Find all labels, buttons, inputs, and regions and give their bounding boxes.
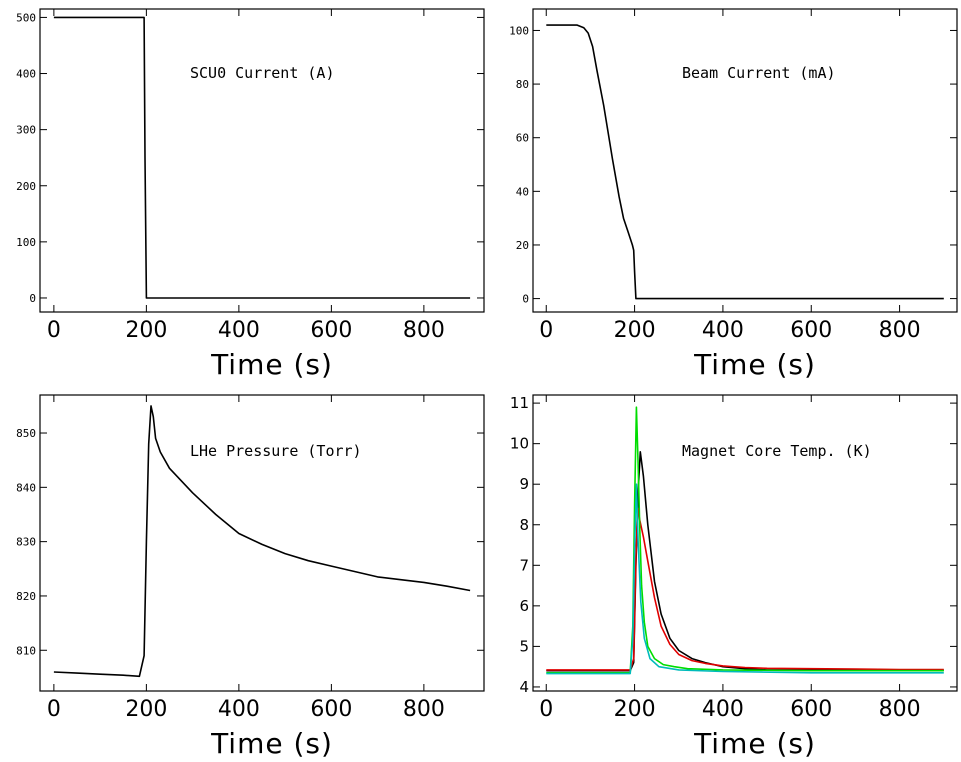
panel-scu0-current: SCU0 Current (A) Time (s) 0 200 400 600 8000…	[16, 8, 485, 381]
x-tick-label: 0	[47, 318, 61, 343]
x-tick-label: 200	[614, 697, 656, 722]
y-tick-label: 840	[16, 481, 36, 494]
x-tick-label: 200	[614, 318, 656, 343]
series-line-0	[546, 24, 944, 300]
y-tick-label: 6	[519, 597, 529, 615]
y-tick-label: 80	[516, 78, 529, 91]
series-group	[546, 406, 944, 675]
y-tick-label: 7	[519, 556, 529, 574]
x-axis-label: Time (s)	[693, 727, 816, 760]
series-group	[53, 16, 471, 299]
x-tick-label: 800	[879, 318, 921, 343]
y-tick-label: 820	[16, 590, 36, 603]
plot-frame	[39, 8, 485, 313]
x-axis-label: Time (s)	[210, 727, 333, 760]
x-tick-label: 400	[218, 318, 260, 343]
series-line-0	[53, 405, 471, 678]
y-tick-label: 4	[519, 678, 529, 696]
y-tick-label: 60	[516, 132, 529, 145]
tick-group: 0 200 400 600 800 4 5 6 7 8 9 10 11	[510, 394, 957, 722]
series-line-2	[546, 406, 944, 674]
x-tick-label: 400	[218, 697, 260, 722]
y-tick-label: 100	[509, 24, 529, 37]
y-tick-label: 8	[519, 516, 529, 534]
series-line-1	[546, 507, 944, 671]
x-tick-label: 0	[539, 318, 553, 343]
series-group	[53, 405, 471, 678]
plot-frame	[532, 8, 958, 313]
y-tick-label: 830	[16, 536, 36, 549]
series-line-3	[546, 483, 944, 675]
x-tick-label: 200	[125, 697, 167, 722]
x-tick-label: 0	[47, 697, 61, 722]
series-group	[546, 24, 944, 300]
series-line-0	[546, 450, 944, 672]
y-tick-label: 200	[16, 180, 36, 193]
y-tick-label: 400	[16, 68, 36, 81]
x-tick-label: 800	[403, 697, 445, 722]
x-tick-label: 600	[310, 697, 352, 722]
plot-title: SCU0 Current (A)	[190, 64, 335, 82]
plot-title: LHe Pressure (Torr)	[190, 442, 362, 460]
panel-beam-current: Beam Current (mA) Time (s) 0 200 400 600 800…	[509, 8, 958, 381]
y-tick-label: 810	[16, 644, 36, 657]
panel-magnet-core-temp: Magnet Core Temp. (K) Time (s) 0 200 400 60…	[510, 394, 958, 760]
x-axis-label: Time (s)	[210, 348, 333, 381]
x-tick-label: 600	[790, 697, 832, 722]
y-tick-label: 20	[516, 239, 529, 252]
x-tick-label: 800	[879, 697, 921, 722]
y-tick-label: 850	[16, 427, 36, 440]
y-tick-label: 0	[522, 293, 529, 306]
y-tick-label: 10	[510, 435, 529, 453]
series-line-0	[53, 16, 471, 299]
tick-group: 0 200 400 600 800 0 20 40 60 80 100	[509, 9, 957, 343]
x-tick-label: 0	[539, 697, 553, 722]
y-tick-label: 0	[29, 292, 36, 305]
y-tick-label: 9	[519, 475, 529, 493]
x-tick-label: 600	[790, 318, 832, 343]
y-tick-label: 40	[516, 185, 529, 198]
plot-frame	[39, 394, 485, 692]
y-tick-label: 300	[16, 124, 36, 137]
y-tick-label: 11	[510, 394, 529, 412]
x-tick-label: 800	[403, 318, 445, 343]
tick-group: 0 200 400 600 800 0 100 200 300 400 500	[16, 9, 484, 343]
x-tick-label: 400	[702, 697, 744, 722]
y-tick-label: 100	[16, 236, 36, 249]
y-tick-label: 500	[16, 11, 36, 24]
x-axis-label: Time (s)	[693, 348, 816, 381]
plot-title: Beam Current (mA)	[682, 64, 836, 82]
y-tick-label: 5	[519, 637, 529, 655]
tick-group: 0 200 400 600 800 810 820 830 840 850	[16, 395, 484, 722]
panel-lhe-pressure: LHe Pressure (Torr) Time (s) 0 200 400 600 8…	[16, 394, 485, 760]
x-tick-label: 400	[702, 318, 744, 343]
x-tick-label: 200	[125, 318, 167, 343]
plot-frame	[532, 394, 958, 692]
plot-title: Magnet Core Temp. (K)	[682, 442, 872, 460]
x-tick-label: 600	[310, 318, 352, 343]
